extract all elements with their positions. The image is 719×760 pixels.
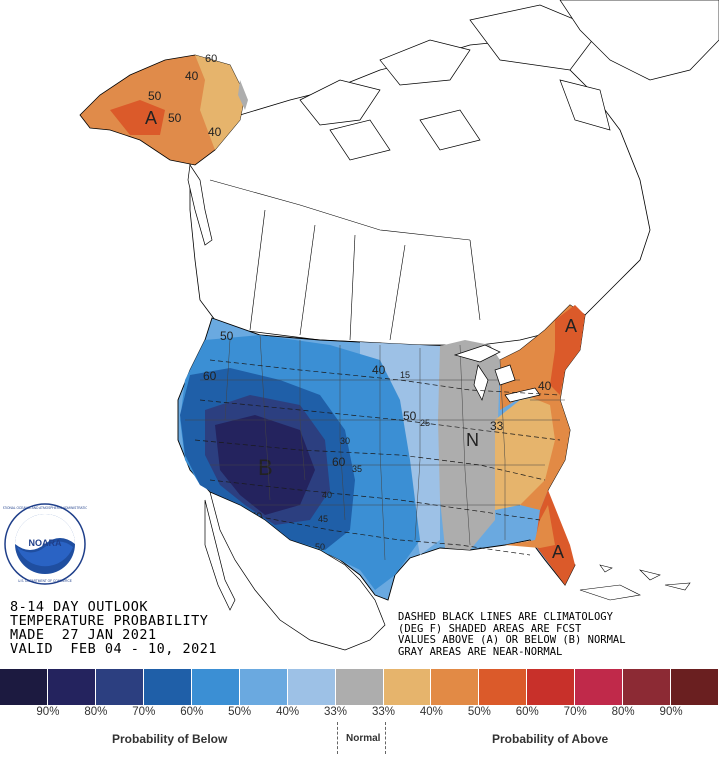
legend-swatch	[335, 669, 384, 705]
east-contour-40: 40	[538, 379, 552, 393]
note-line-3: VALUES ABOVE (A) OR BELOW (B) NORMAL	[398, 634, 626, 646]
legend-swatch	[431, 669, 480, 705]
title-line-2: TEMPERATURE PROBABILITY	[10, 613, 209, 629]
clim-30: 30	[340, 436, 350, 446]
noaa-logo-text: NOARA	[29, 538, 62, 548]
legend-label: 40%	[419, 706, 443, 718]
legend-swatch	[671, 669, 719, 705]
alaska-contour-50a: 50	[148, 89, 162, 103]
legend-below-caption: Probability of Below	[112, 732, 228, 746]
noaa-logo: NOARA U.S. DEPARTMENT OF COMMERCE NATION…	[3, 503, 87, 585]
legend-swatch	[623, 669, 672, 705]
title-line-4: VALID FEB 04 - 10, 2021	[10, 641, 218, 657]
alaska-above-marker: A	[145, 108, 157, 128]
legend-label: 90%	[36, 706, 60, 718]
note-line-1: DASHED BLACK LINES ARE CLIMATOLOGY	[398, 611, 613, 623]
alaska-contour-60: 60	[205, 53, 217, 65]
note-line-2: (DEG F) SHADED AREAS ARE FCST	[398, 622, 582, 635]
legend-label: 80%	[611, 706, 635, 718]
title-line-1: 8-14 DAY OUTLOOK	[10, 599, 149, 615]
legend-swatch	[479, 669, 528, 705]
alaska-contour-50b: 50	[168, 111, 182, 125]
clim-15: 15	[400, 370, 410, 380]
legend-label: 90%	[659, 706, 683, 718]
legend-label: 60%	[180, 706, 204, 718]
central-contour-60: 60	[332, 455, 346, 469]
mexico-outline	[209, 491, 386, 651]
legend-label: 40%	[276, 706, 300, 718]
title-line-3: MADE 27 JAN 2021	[10, 627, 157, 643]
central-contour-40: 40	[372, 363, 386, 377]
legend-swatch	[383, 669, 432, 705]
outlook-title: 8-14 DAY OUTLOOK TEMPERATURE PROBABILITY M…	[10, 600, 217, 656]
legend-color-bar	[0, 669, 719, 705]
arctic-islands	[299, 4, 611, 161]
legend-label: 50%	[228, 706, 252, 718]
climatology-lines	[194, 359, 561, 556]
svg-text:NATIONAL OCEANIC AND ATMOSPHER: NATIONAL OCEANIC AND ATMOSPHERIC ADMINIS…	[3, 506, 87, 510]
legend-swatch	[527, 669, 576, 705]
legend-label: 60%	[515, 706, 539, 718]
legend-label: 80%	[84, 706, 108, 718]
clim-50: 50	[315, 542, 325, 552]
legend-swatch	[143, 669, 192, 705]
legend-swatch	[575, 669, 624, 705]
normal-divider-left	[337, 722, 338, 754]
florida-above-marker: A	[552, 542, 564, 562]
west-below-marker: B	[258, 455, 273, 480]
legend-swatch	[239, 669, 288, 705]
west-contour-60: 60	[203, 369, 217, 383]
legend-labels: 90% 80% 70% 60% 50% 40% 33% 33% 40% 50% 60% 70% 80% 9…	[0, 706, 719, 722]
alaska-contour-40a: 40	[185, 69, 199, 83]
state-borders	[185, 334, 565, 561]
legend-swatch	[287, 669, 336, 705]
map-notes: DASHED BLACK LINES ARE CLIMATOLOGY (DEG F…	[398, 611, 626, 658]
northeast-above-marker: A	[565, 316, 577, 336]
west-contour-50: 50	[220, 329, 234, 343]
normal-divider-right	[385, 722, 386, 754]
legend-label: 33%	[324, 706, 348, 718]
legend-swatch	[95, 669, 144, 705]
legend-label: 50%	[467, 706, 491, 718]
legend-above-caption: Probability of Above	[492, 732, 609, 746]
clim-45: 45	[318, 514, 328, 524]
legend-label: 33%	[371, 706, 395, 718]
alaska-contour-40b: 40	[208, 125, 222, 139]
clim-25: 25	[420, 418, 430, 428]
legend-swatch	[0, 669, 48, 705]
legend-swatch	[47, 669, 96, 705]
province-lines	[209, 179, 481, 341]
note-line-4: GRAY AREAS ARE NEAR-NORMAL	[398, 645, 563, 658]
near-normal-marker: N	[466, 430, 479, 450]
great-lakes	[453, 344, 541, 403]
central-contour-50: 50	[403, 409, 417, 423]
legend-label: 70%	[563, 706, 587, 718]
outlook-map: A 50 50 40 40 60 B	[79, 0, 719, 651]
clim-40: 40	[322, 490, 332, 500]
legend-label: 70%	[132, 706, 156, 718]
legend-swatch	[191, 669, 240, 705]
caribbean-islands	[579, 564, 691, 601]
legend-normal-caption: Normal	[346, 733, 381, 744]
svg-text:U.S. DEPARTMENT OF COMMERCE: U.S. DEPARTMENT OF COMMERCE	[18, 579, 72, 583]
clim-35: 35	[352, 464, 362, 474]
east-contour-33: 33	[490, 419, 504, 433]
